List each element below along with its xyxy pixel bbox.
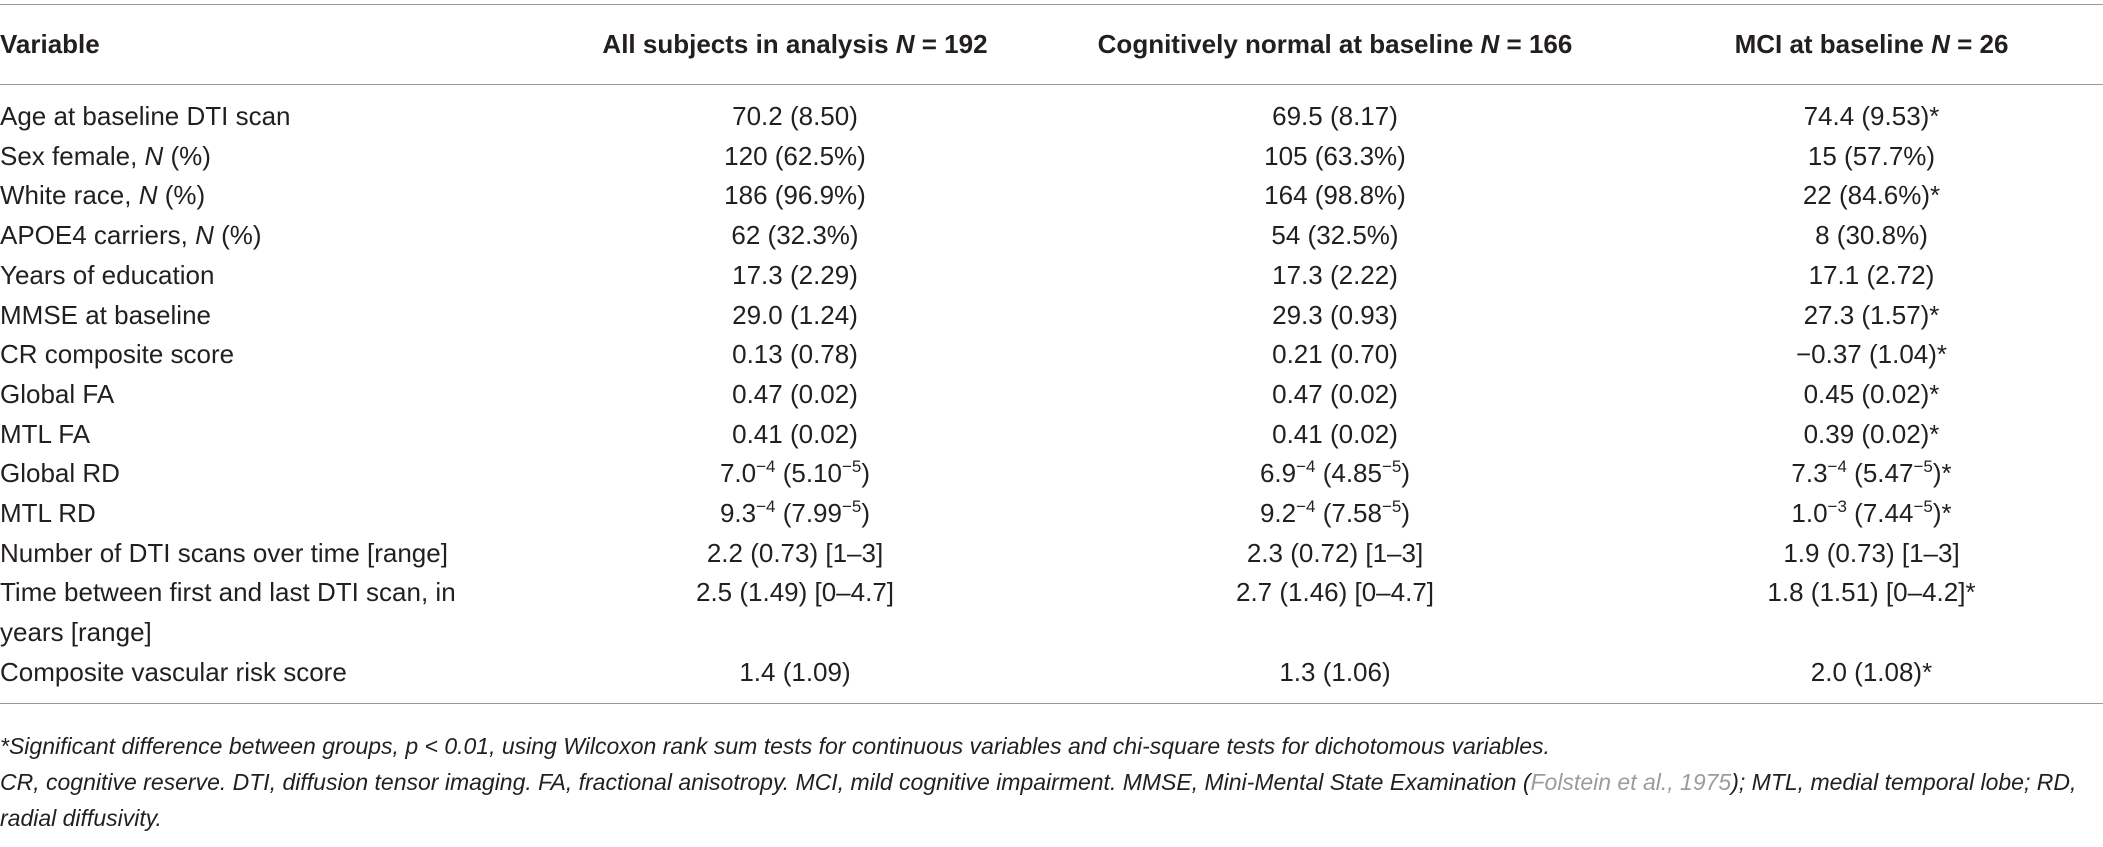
baseline-characteristics-table: Variable All subjects in analysis N = 19… bbox=[0, 4, 2103, 704]
row-label: Number of DTI scans over time [range] bbox=[0, 537, 448, 568]
table-row: Age at baseline DTI scan 70.2 (8.50) 69.… bbox=[0, 85, 2103, 137]
table-row: White race, N (%) 186 (96.9%) 164 (98.8%… bbox=[0, 176, 2103, 216]
cell-all: 9.3−4 (7.99−5) bbox=[719, 497, 871, 529]
cell-mci: 27.3 (1.57)* bbox=[1803, 299, 1940, 330]
row-label: CR composite score bbox=[0, 339, 235, 370]
cell-all: 62 (32.3%) bbox=[731, 220, 859, 251]
row-label: MTL FA bbox=[0, 418, 91, 449]
table-row: Years of education 17.3 (2.29) 17.3 (2.2… bbox=[0, 256, 2103, 296]
table-row: Number of DTI scans over time [range] 2.… bbox=[0, 534, 2103, 574]
row-label: MMSE at baseline bbox=[0, 299, 211, 330]
row-label: Global FA bbox=[0, 378, 115, 409]
cell-cn: 69.5 (8.17) bbox=[1272, 101, 1398, 131]
row-label: White race, N (%) bbox=[0, 180, 206, 211]
table-row: MTL RD 9.3−4 (7.99−5) 9.2−4 (7.58−5) 1.0… bbox=[0, 494, 2103, 534]
cell-cn: 0.21 (0.70) bbox=[1272, 339, 1398, 370]
cell-mci: 1.9 (0.73) [1–3] bbox=[1783, 537, 1960, 568]
table-row: Global RD 7.0−4 (5.10−5) 6.9−4 (4.85−5) … bbox=[0, 454, 2103, 494]
cell-cn: 9.2−4 (7.58−5) bbox=[1259, 497, 1411, 529]
header-mci: MCI at baseline N = 26 bbox=[1734, 29, 2009, 59]
cell-all: 120 (62.5%) bbox=[724, 140, 866, 171]
cell-all: 186 (96.9%) bbox=[724, 180, 866, 211]
cell-all: 7.0−4 (5.10−5) bbox=[719, 457, 871, 489]
table-footnotes: *Significant difference between groups, … bbox=[0, 728, 2080, 836]
cell-mci: 2.0 (1.08)* bbox=[1810, 656, 1933, 687]
cell-all: 0.41 (0.02) bbox=[732, 418, 858, 449]
table-row: APOE4 carriers, N (%) 62 (32.3%) 54 (32.… bbox=[0, 216, 2103, 256]
abbreviations-footnote: CR, cognitive reserve. DTI, diffusion te… bbox=[0, 769, 2077, 831]
header-cognitively-normal: Cognitively normal at baseline N = 166 bbox=[1097, 29, 1573, 59]
cell-all: 1.4 (1.09) bbox=[739, 656, 851, 687]
cell-mci: −0.37 (1.04)* bbox=[1795, 339, 1948, 370]
cell-mci: 0.45 (0.02)* bbox=[1803, 378, 1940, 409]
cell-cn: 164 (98.8%) bbox=[1264, 180, 1406, 211]
cell-mci: 15 (57.7%) bbox=[1807, 140, 1936, 171]
cell-mci: 7.3−4 (5.47−5)* bbox=[1791, 457, 1952, 489]
table-row: Sex female, N (%) 120 (62.5%) 105 (63.3%… bbox=[0, 137, 2103, 177]
header-row: Variable All subjects in analysis N = 19… bbox=[0, 4, 2103, 85]
cell-mci: 22 (84.6%)* bbox=[1802, 180, 1941, 211]
row-label: Composite vascular risk score bbox=[0, 656, 347, 687]
cell-cn: 17.3 (2.22) bbox=[1272, 259, 1398, 290]
cell-cn: 0.41 (0.02) bbox=[1272, 418, 1398, 449]
table-row: MMSE at baseline 29.0 (1.24) 29.3 (0.93)… bbox=[0, 296, 2103, 336]
citation-link[interactable]: Folstein et al., 1975 bbox=[1530, 769, 1732, 795]
cell-all: 0.47 (0.02) bbox=[732, 378, 858, 409]
table-row: Time between first and last DTI scan, in… bbox=[0, 573, 2103, 652]
header-variable: Variable bbox=[0, 29, 100, 59]
cell-mci: 17.1 (2.72) bbox=[1808, 259, 1935, 290]
row-label: Years of education bbox=[0, 259, 215, 290]
table-row: MTL FA 0.41 (0.02) 0.41 (0.02) 0.39 (0.0… bbox=[0, 415, 2103, 455]
cell-cn: 29.3 (0.93) bbox=[1272, 299, 1398, 330]
cell-cn: 6.9−4 (4.85−5) bbox=[1259, 457, 1411, 489]
cell-all: 70.2 (8.50) bbox=[732, 101, 858, 131]
table-row: Global FA 0.47 (0.02) 0.47 (0.02) 0.45 (… bbox=[0, 375, 2103, 415]
cell-cn: 105 (63.3%) bbox=[1264, 140, 1406, 171]
cell-cn: 0.47 (0.02) bbox=[1272, 378, 1398, 409]
row-label: Age at baseline DTI scan bbox=[0, 101, 291, 131]
table-row: Composite vascular risk score 1.4 (1.09)… bbox=[0, 653, 2103, 703]
cell-all: 0.13 (0.78) bbox=[732, 339, 858, 370]
cell-cn: 54 (32.5%) bbox=[1271, 220, 1399, 251]
cell-mci: 8 (30.8%) bbox=[1815, 220, 1928, 251]
cell-mci: 74.4 (9.53)* bbox=[1803, 101, 1940, 131]
cell-mci: 1.8 (1.51) [0–4.2]* bbox=[1767, 577, 1976, 608]
row-label: APOE4 carriers, N (%) bbox=[0, 220, 262, 251]
cell-all: 2.2 (0.73) [1–3] bbox=[706, 537, 884, 568]
cell-all: 17.3 (2.29) bbox=[732, 259, 858, 290]
row-label: MTL RD bbox=[0, 498, 96, 529]
table-row: CR composite score 0.13 (0.78) 0.21 (0.7… bbox=[0, 335, 2103, 375]
cell-cn: 1.3 (1.06) bbox=[1279, 656, 1391, 687]
row-label: Time between first and last DTI scan, in… bbox=[0, 577, 456, 648]
row-label: Global RD bbox=[0, 458, 120, 489]
row-label: Sex female, N (%) bbox=[0, 140, 211, 171]
cell-mci: 0.39 (0.02)* bbox=[1803, 418, 1940, 449]
significance-footnote: *Significant difference between groups, … bbox=[0, 733, 1550, 759]
header-all-subjects: All subjects in analysis N = 192 bbox=[602, 29, 988, 59]
cell-all: 2.5 (1.49) [0–4.7] bbox=[695, 577, 895, 608]
cell-mci: 1.0−3 (7.44−5)* bbox=[1791, 497, 1952, 529]
cell-cn: 2.3 (0.72) [1–3] bbox=[1246, 537, 1424, 568]
cell-all: 29.0 (1.24) bbox=[732, 299, 858, 330]
cell-cn: 2.7 (1.46) [0–4.7] bbox=[1235, 577, 1435, 608]
